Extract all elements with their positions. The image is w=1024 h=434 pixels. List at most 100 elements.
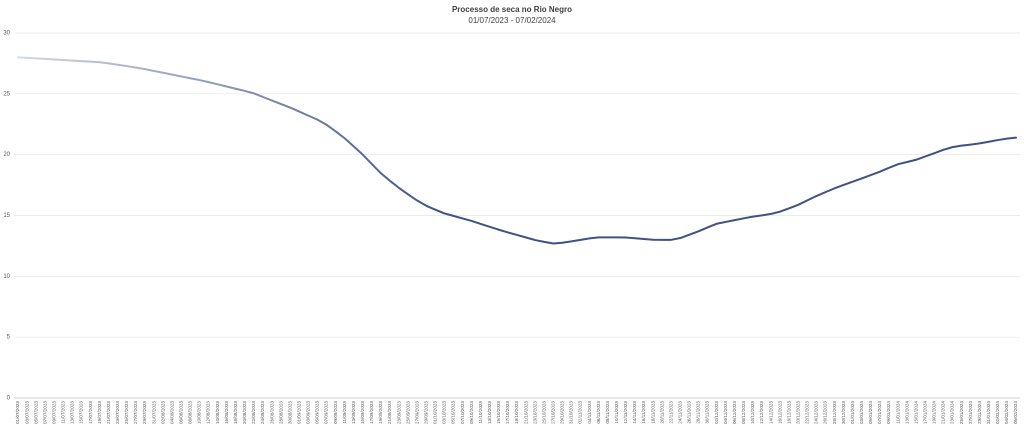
x-tick-label: 16/08/2023 xyxy=(224,401,229,424)
x-tick-label: 26/11/2023 xyxy=(687,401,692,424)
x-tick-label: 10/08/2023 xyxy=(197,401,202,424)
x-tick-label: 09/07/2023 xyxy=(52,401,57,424)
x-tick-label: 31/10/2023 xyxy=(569,401,574,424)
x-tick-label: 13/01/2024 xyxy=(904,401,909,424)
x-tick-label: 31/01/2024 xyxy=(986,401,991,424)
x-tick-label: 15/09/2023 xyxy=(360,401,365,424)
x-tick-label: 25/07/2023 xyxy=(124,401,129,424)
x-tick-label: 17/10/2023 xyxy=(505,401,510,424)
x-tick-label: 15/01/2024 xyxy=(913,401,918,424)
x-tick-label: 11/01/2024 xyxy=(895,401,900,424)
x-tick-label: 17/07/2023 xyxy=(88,401,93,424)
x-tick-label: 05/01/2024 xyxy=(868,401,873,424)
x-tick-label: 14/11/2023 xyxy=(632,401,637,424)
x-tick-label: 11/10/2023 xyxy=(478,401,483,424)
x-tick-label: 19/10/2023 xyxy=(514,401,519,424)
x-tick-label: 20/11/2023 xyxy=(659,401,664,424)
x-tick-label: 23/10/2023 xyxy=(532,401,537,424)
x-tick-label: 14/12/2023 xyxy=(768,401,773,424)
x-tick-label: 29/07/2023 xyxy=(142,401,147,424)
x-tick-label: 30/08/2023 xyxy=(287,401,292,424)
x-tick-label: 23/09/2023 xyxy=(396,401,401,424)
x-tick-label: 18/12/2023 xyxy=(786,401,791,424)
x-tick-label: 11/09/2023 xyxy=(342,401,347,424)
x-tick-label: 03/09/2023 xyxy=(306,401,311,424)
x-tick-label: 22/11/2023 xyxy=(668,401,673,424)
x-tick-label: 04/08/2023 xyxy=(169,401,174,424)
x-tick-label: 17/09/2023 xyxy=(369,401,374,424)
x-tick-label: 13/07/2023 xyxy=(70,401,75,424)
x-tick-label: 22/12/2023 xyxy=(805,401,810,424)
x-tick-label: 19/09/2023 xyxy=(378,401,383,424)
x-tick-label: 20/08/2023 xyxy=(242,401,247,424)
data-line xyxy=(17,56,1017,245)
x-tick-label: 09/10/2023 xyxy=(469,401,474,424)
x-tick-label: 01/01/2024 xyxy=(850,401,855,424)
x-tick-label: 24/08/2023 xyxy=(260,401,265,424)
x-tick-label: 19/01/2024 xyxy=(932,401,937,424)
x-tick-label: 04/12/2023 xyxy=(723,401,728,424)
x-tick-label: 30/12/2023 xyxy=(841,401,846,424)
x-tick-label: 28/08/2023 xyxy=(278,401,283,424)
x-tick-label: 06/12/2023 xyxy=(732,401,737,424)
x-tick-label: 23/01/2024 xyxy=(950,401,955,424)
x-tick-label: 15/10/2023 xyxy=(496,401,501,424)
x-tick-label: 22/08/2023 xyxy=(251,401,256,424)
x-tick-label: 29/10/2023 xyxy=(560,401,565,424)
x-tick-label: 12/12/2023 xyxy=(759,401,764,424)
x-tick-label: 04/02/2024 xyxy=(1004,401,1009,424)
x-tick-label: 01/10/2023 xyxy=(433,401,438,424)
x-tick-label: 03/01/2024 xyxy=(859,401,864,424)
x-tick-label: 12/11/2023 xyxy=(623,401,628,424)
x-tick-label: 02/12/2023 xyxy=(714,401,719,424)
x-tick-label: 30/11/2023 xyxy=(705,401,710,424)
y-tick-label: 30 xyxy=(3,31,10,37)
x-tick-label: 02/08/2023 xyxy=(160,401,165,424)
y-tick-label: 20 xyxy=(3,152,10,158)
x-tick-label: 05/10/2023 xyxy=(451,401,456,424)
x-tick-label: 04/11/2023 xyxy=(587,401,592,424)
y-tick-label: 10 xyxy=(3,274,10,280)
x-tick-label: 09/09/2023 xyxy=(333,401,338,424)
x-tick-label: 27/10/2023 xyxy=(551,401,556,424)
x-tick-label: 08/08/2023 xyxy=(188,401,193,424)
x-tick-label: 19/07/2023 xyxy=(97,401,102,424)
x-tick-label: 11/07/2023 xyxy=(61,401,66,424)
x-tick-label: 21/07/2023 xyxy=(106,401,111,424)
x-tick-label: 18/08/2023 xyxy=(233,401,238,424)
x-tick-label: 10/12/2023 xyxy=(750,401,755,424)
x-tick-label: 26/08/2023 xyxy=(269,401,274,424)
x-tick-label: 31/07/2023 xyxy=(151,401,156,424)
y-tick-label: 25 xyxy=(3,91,10,97)
x-tick-label: 27/01/2024 xyxy=(968,401,973,424)
x-tick-label: 18/11/2023 xyxy=(650,401,655,424)
x-tick-label: 21/01/2024 xyxy=(941,401,946,424)
x-tick-label: 06/08/2023 xyxy=(179,401,184,424)
x-tick-label: 03/10/2023 xyxy=(442,401,447,424)
chart-title: Processo de seca no Rio Negro xyxy=(452,5,572,14)
x-tick-label: 05/07/2023 xyxy=(33,401,38,424)
x-tick-label: 07/01/2024 xyxy=(877,401,882,424)
x-tick-label: 29/01/2024 xyxy=(977,401,982,424)
x-tick-label: 28/12/2023 xyxy=(832,401,837,424)
x-tick-label: 23/07/2023 xyxy=(115,401,120,424)
x-tick-label: 07/10/2023 xyxy=(460,401,465,424)
x-tick-label: 24/12/2023 xyxy=(814,401,819,424)
x-tick-label: 12/08/2023 xyxy=(206,401,211,424)
x-tick-label: 03/07/2023 xyxy=(24,401,29,424)
x-tick-label: 26/12/2023 xyxy=(823,401,828,424)
x-tick-label: 25/09/2023 xyxy=(405,401,410,424)
x-tick-label: 07/07/2023 xyxy=(42,401,47,424)
x-tick-label: 06/11/2023 xyxy=(596,401,601,424)
chart-subtitle: 01/07/2023 - 07/02/2024 xyxy=(468,16,556,25)
y-tick-label: 0 xyxy=(7,396,11,402)
x-tick-label: 06/02/2024 xyxy=(1013,401,1018,424)
x-tick-label: 24/11/2023 xyxy=(678,401,683,424)
x-tick-label: 27/09/2023 xyxy=(414,401,419,424)
x-tick-label: 25/01/2024 xyxy=(959,401,964,424)
x-tick-label: 17/01/2024 xyxy=(922,401,927,424)
x-tick-label: 13/10/2023 xyxy=(487,401,492,424)
x-tick-label: 21/10/2023 xyxy=(523,401,528,424)
x-tick-label: 25/10/2023 xyxy=(541,401,546,424)
